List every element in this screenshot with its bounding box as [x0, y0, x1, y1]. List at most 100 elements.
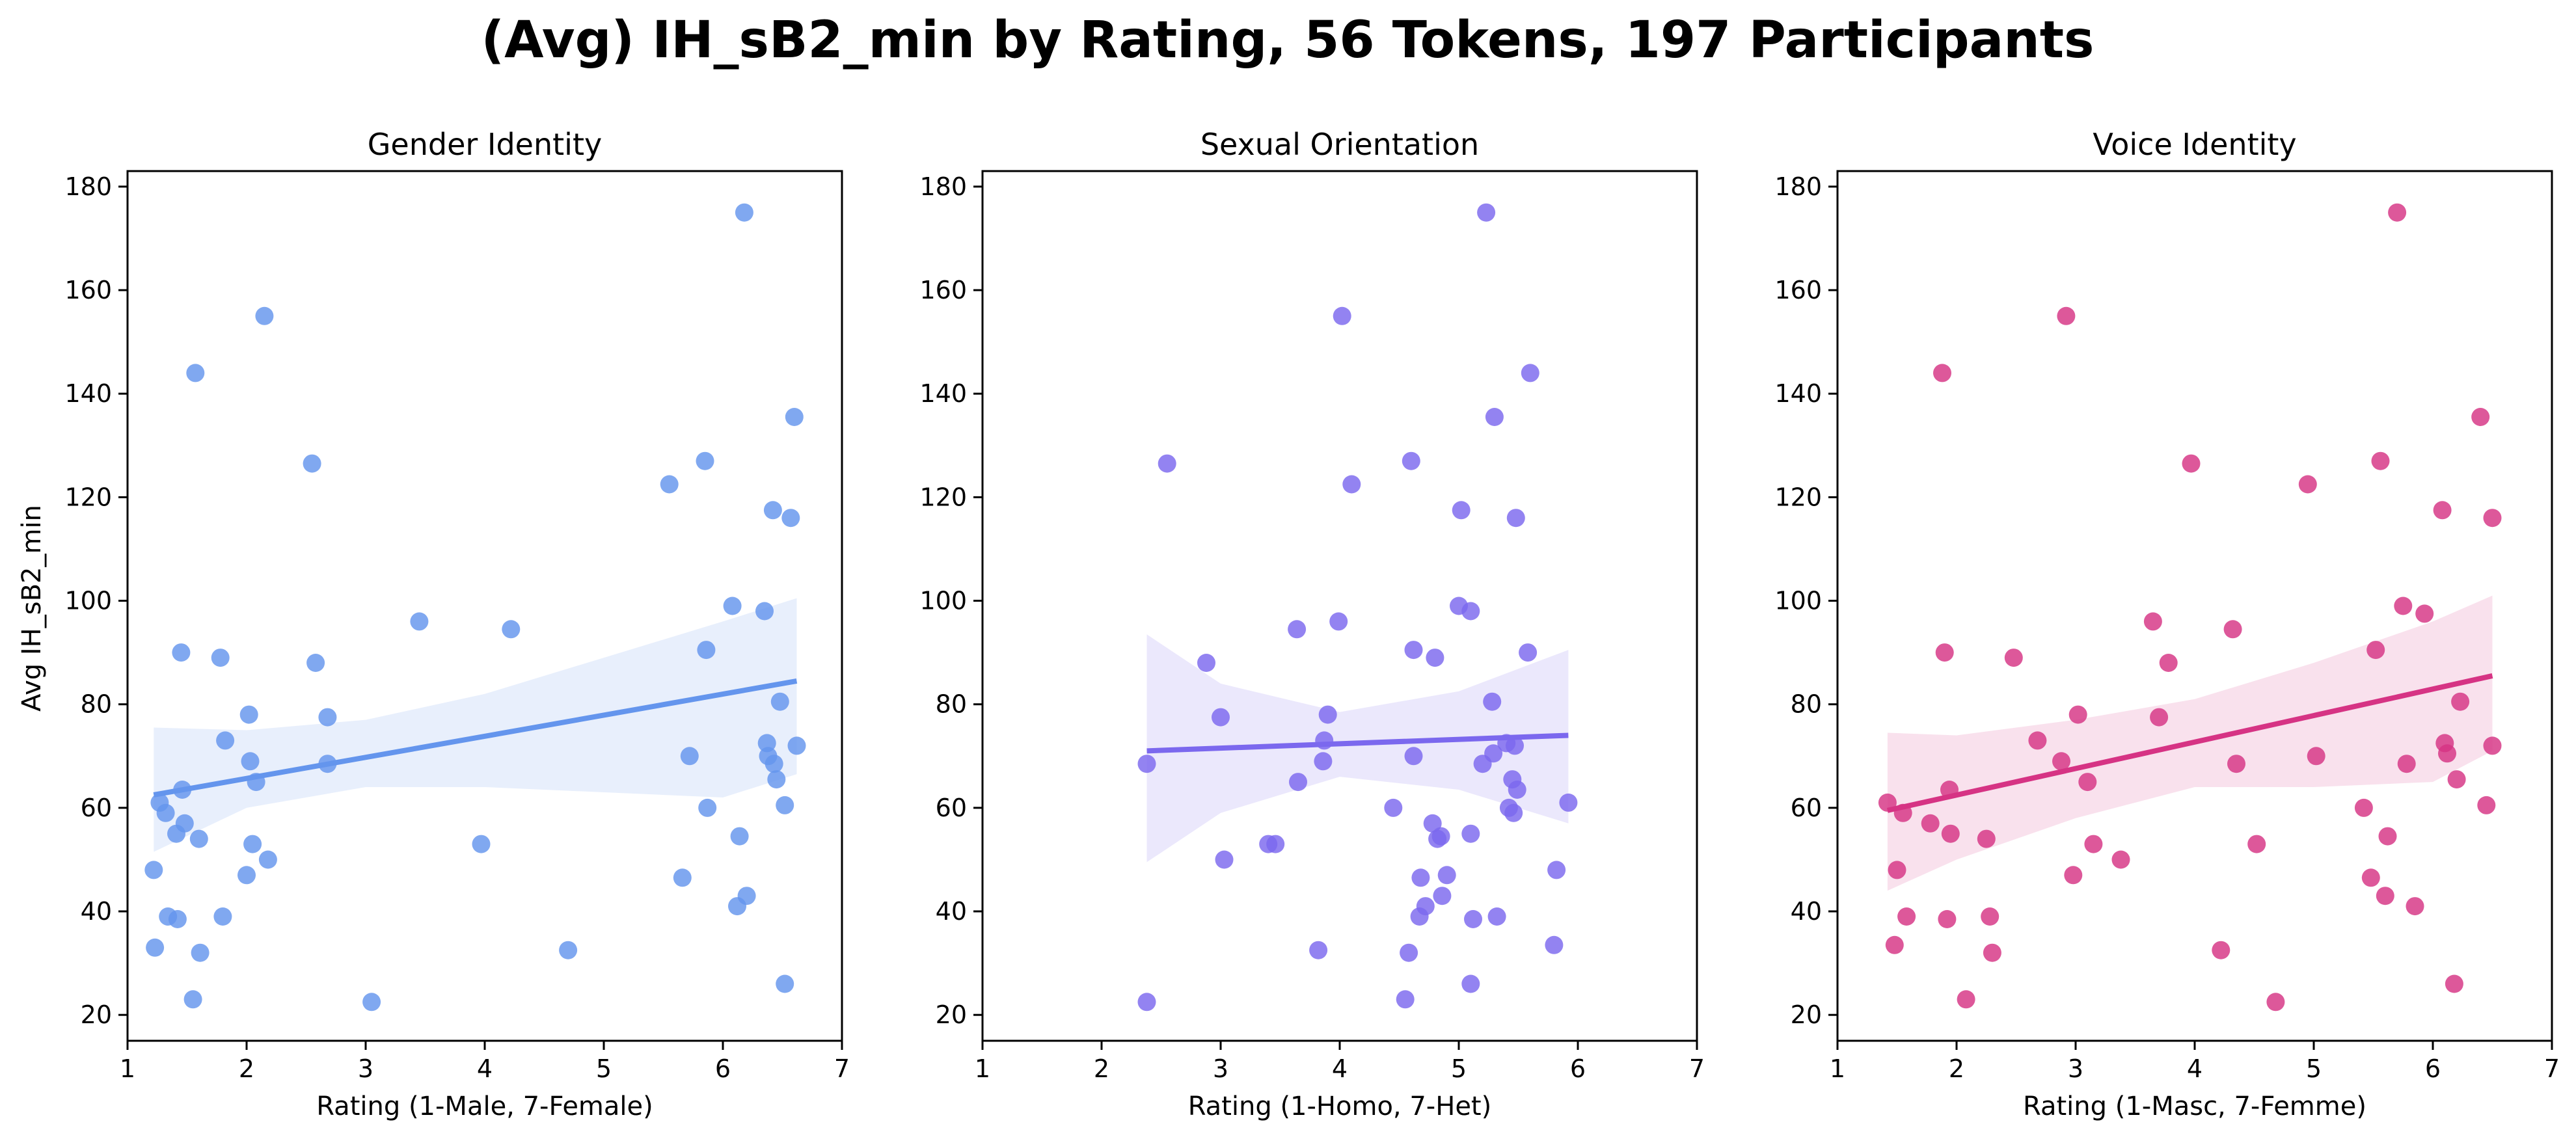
data-point	[211, 649, 230, 667]
regression-line	[153, 678, 798, 797]
data-point	[660, 475, 679, 494]
data-point	[1402, 451, 1420, 470]
y-tick-label: 100	[919, 587, 967, 615]
data-point	[1897, 907, 1916, 926]
data-point	[1941, 824, 1960, 843]
x-tick-label: 6	[2425, 1054, 2441, 1083]
y-tick-label: 160	[1774, 276, 1822, 304]
data-point	[2227, 755, 2245, 773]
data-point	[1921, 814, 1940, 833]
data-point	[1485, 408, 1504, 426]
data-point	[2223, 620, 2242, 639]
data-point	[1342, 475, 1361, 494]
subplot-voice-identity: Voice Identity Rating (1-Masc, 7-Femme) …	[1774, 127, 2560, 1121]
data-point	[1508, 781, 1526, 799]
confidence-band	[154, 598, 797, 852]
data-point	[2388, 203, 2407, 222]
data-point	[303, 454, 321, 473]
data-point	[2376, 887, 2394, 905]
data-point	[1431, 827, 1450, 846]
data-point	[1433, 887, 1452, 905]
data-point	[765, 755, 783, 773]
data-point	[1333, 306, 1351, 325]
data-point	[767, 770, 786, 789]
data-point	[1885, 935, 1904, 954]
axes-frame	[981, 170, 1698, 1042]
data-point	[1137, 993, 1156, 1012]
data-point	[183, 990, 202, 1009]
data-point	[770, 692, 789, 711]
data-point	[1197, 654, 1215, 672]
data-point	[410, 612, 429, 631]
y-tick-label: 160	[919, 276, 967, 304]
y-tick-label: 80	[1791, 690, 1822, 719]
y-axis-label: Avg IH_sB2_min	[17, 505, 47, 712]
data-point	[2361, 868, 2380, 887]
data-point	[2483, 736, 2502, 755]
data-point	[213, 907, 232, 926]
data-point	[2471, 408, 2490, 426]
data-point	[1938, 910, 1957, 928]
data-point	[673, 868, 692, 887]
figure-title: (Avg) IH_sB2_min by Rating, 56 Tokens, 1…	[481, 11, 2095, 70]
x-tick-label: 2	[239, 1054, 254, 1083]
data-point	[1461, 974, 1480, 993]
data-point	[1506, 509, 1525, 528]
data-point	[1983, 943, 2001, 962]
y-tick-label: 180	[1774, 172, 1822, 201]
y-tick-label: 120	[1774, 483, 1822, 511]
data-point	[1981, 907, 2000, 926]
data-point	[2354, 798, 2373, 817]
data-point	[2028, 731, 2047, 750]
regression-line	[1146, 732, 1569, 754]
data-point	[2394, 596, 2413, 615]
data-point	[2447, 770, 2466, 789]
data-point	[1266, 835, 1285, 853]
data-point	[318, 708, 337, 727]
data-point	[698, 798, 717, 817]
data-point	[156, 803, 175, 822]
y-tick-label: 120	[919, 483, 967, 511]
data-point	[1384, 798, 1403, 817]
data-point	[306, 654, 325, 672]
x-tick-label: 5	[596, 1054, 612, 1083]
x-axis-label: Rating (1-Male, 7-Female)	[316, 1092, 653, 1121]
y-tick-label: 140	[64, 379, 112, 408]
data-point	[1888, 861, 1906, 879]
data-point	[2078, 773, 2097, 792]
data-point	[2445, 974, 2463, 993]
data-point	[243, 835, 262, 853]
data-point	[175, 814, 194, 833]
data-point	[1309, 941, 1328, 959]
data-point	[776, 974, 794, 993]
data-point	[2366, 641, 2385, 660]
data-point	[1483, 692, 1502, 711]
data-point	[2247, 835, 2266, 853]
y-tick-label: 180	[919, 172, 967, 201]
x-tick-label: 6	[715, 1054, 731, 1083]
y-tick-label: 80	[936, 690, 967, 719]
data-point	[1484, 744, 1503, 763]
data-point	[1521, 364, 1539, 382]
data-point	[2477, 796, 2496, 814]
data-point	[1437, 866, 1456, 885]
data-point	[1464, 910, 1482, 928]
data-point	[2298, 475, 2317, 494]
data-point	[2068, 705, 2087, 724]
data-point	[1289, 773, 1307, 792]
x-tick-label: 2	[1094, 1054, 1109, 1083]
data-point	[1452, 501, 1471, 520]
x-tick-label: 4	[2187, 1054, 2203, 1083]
data-point	[2483, 509, 2502, 528]
x-tick-label: 3	[1213, 1054, 1228, 1083]
data-point	[1545, 935, 1564, 954]
data-point	[2438, 744, 2456, 763]
data-point	[559, 941, 578, 959]
data-point	[2451, 692, 2470, 711]
data-point	[1411, 868, 1430, 887]
data-point	[697, 641, 716, 660]
subplot-title: Voice Identity	[2093, 127, 2296, 162]
x-tick-label: 4	[477, 1054, 493, 1083]
data-point	[472, 835, 491, 853]
data-point	[2052, 752, 2070, 771]
